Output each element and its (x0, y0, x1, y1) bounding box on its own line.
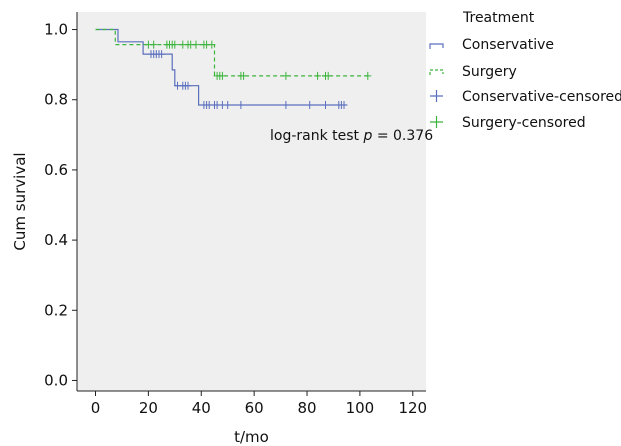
legend-swatch-conservative (429, 43, 444, 49)
y-axis-label: Cum survival (11, 152, 29, 250)
y-tick-label: 1.0 (44, 21, 68, 39)
censor-mark-conservative-censored (158, 50, 166, 59)
censor-mark-conservative-censored (224, 101, 232, 109)
censor-mark-conservative-censored (237, 101, 245, 109)
legend-label-conservative-censored: Conservative-censored (462, 89, 621, 105)
legend-label-conservative: Conservative (462, 37, 554, 53)
x-axis-label: t/mo (234, 428, 269, 446)
series-layer (95, 28, 372, 109)
plot-background (77, 12, 426, 391)
censor-mark-surgery-censored (171, 40, 179, 49)
x-tick-label: 0 (91, 399, 101, 417)
legend: Treatment Conservative Surgery Conservat… (429, 10, 621, 131)
censor-mark-surgery-censored (240, 71, 248, 80)
legend-swatch-conservative-censored (430, 90, 443, 102)
legend-title: Treatment (462, 10, 535, 26)
censor-mark-surgery-censored (192, 40, 200, 49)
censor-mark-conservative-censored (306, 101, 314, 109)
censor-mark-surgery-censored (208, 40, 216, 49)
censor-mark-conservative-censored (282, 101, 290, 109)
x-tick-label: 100 (346, 399, 375, 417)
censor-mark-surgery-censored (324, 71, 332, 80)
censor-mark-conservative-censored (184, 81, 192, 90)
axes: 0.0 0.2 0.4 0.6 0.8 1.0 0 20 40 60 80 100 120 (44, 12, 427, 417)
censor-mark-surgery-censored (364, 71, 372, 80)
x-tick-label: 20 (139, 399, 158, 417)
annotation-p-symbol: p (363, 128, 373, 144)
y-tick-label: 0.0 (44, 371, 68, 389)
log-rank-annotation: log-rank test p = 0.376 (270, 128, 433, 144)
y-tick-label: 0.2 (44, 301, 68, 319)
legend-label-surgery-censored: Surgery-censored (462, 115, 586, 131)
censor-mark-conservative-censored (340, 101, 348, 109)
annotation-prefix: log-rank test (270, 128, 364, 144)
annotation-value: = 0.376 (372, 128, 433, 144)
censor-mark-surgery-censored (150, 40, 158, 49)
series-line-conservative (95, 28, 347, 106)
censor-mark-conservative-censored (322, 101, 329, 109)
censor-mark-surgery-censored (314, 71, 322, 80)
x-tick-label: 120 (398, 399, 427, 417)
x-tick-label: 80 (297, 399, 316, 417)
y-tick-label: 0.8 (44, 91, 68, 109)
censor-mark-surgery-censored (282, 71, 290, 80)
x-tick-label: 60 (245, 399, 264, 417)
y-tick-label: 0.4 (44, 231, 68, 249)
x-tick-label: 40 (192, 399, 211, 417)
legend-swatch-surgery-censored (430, 116, 443, 128)
legend-label-surgery: Surgery (462, 64, 517, 80)
legend-swatch-surgery (429, 69, 444, 75)
censor-mark-surgery-censored (218, 71, 226, 80)
y-tick-label: 0.6 (44, 161, 68, 179)
